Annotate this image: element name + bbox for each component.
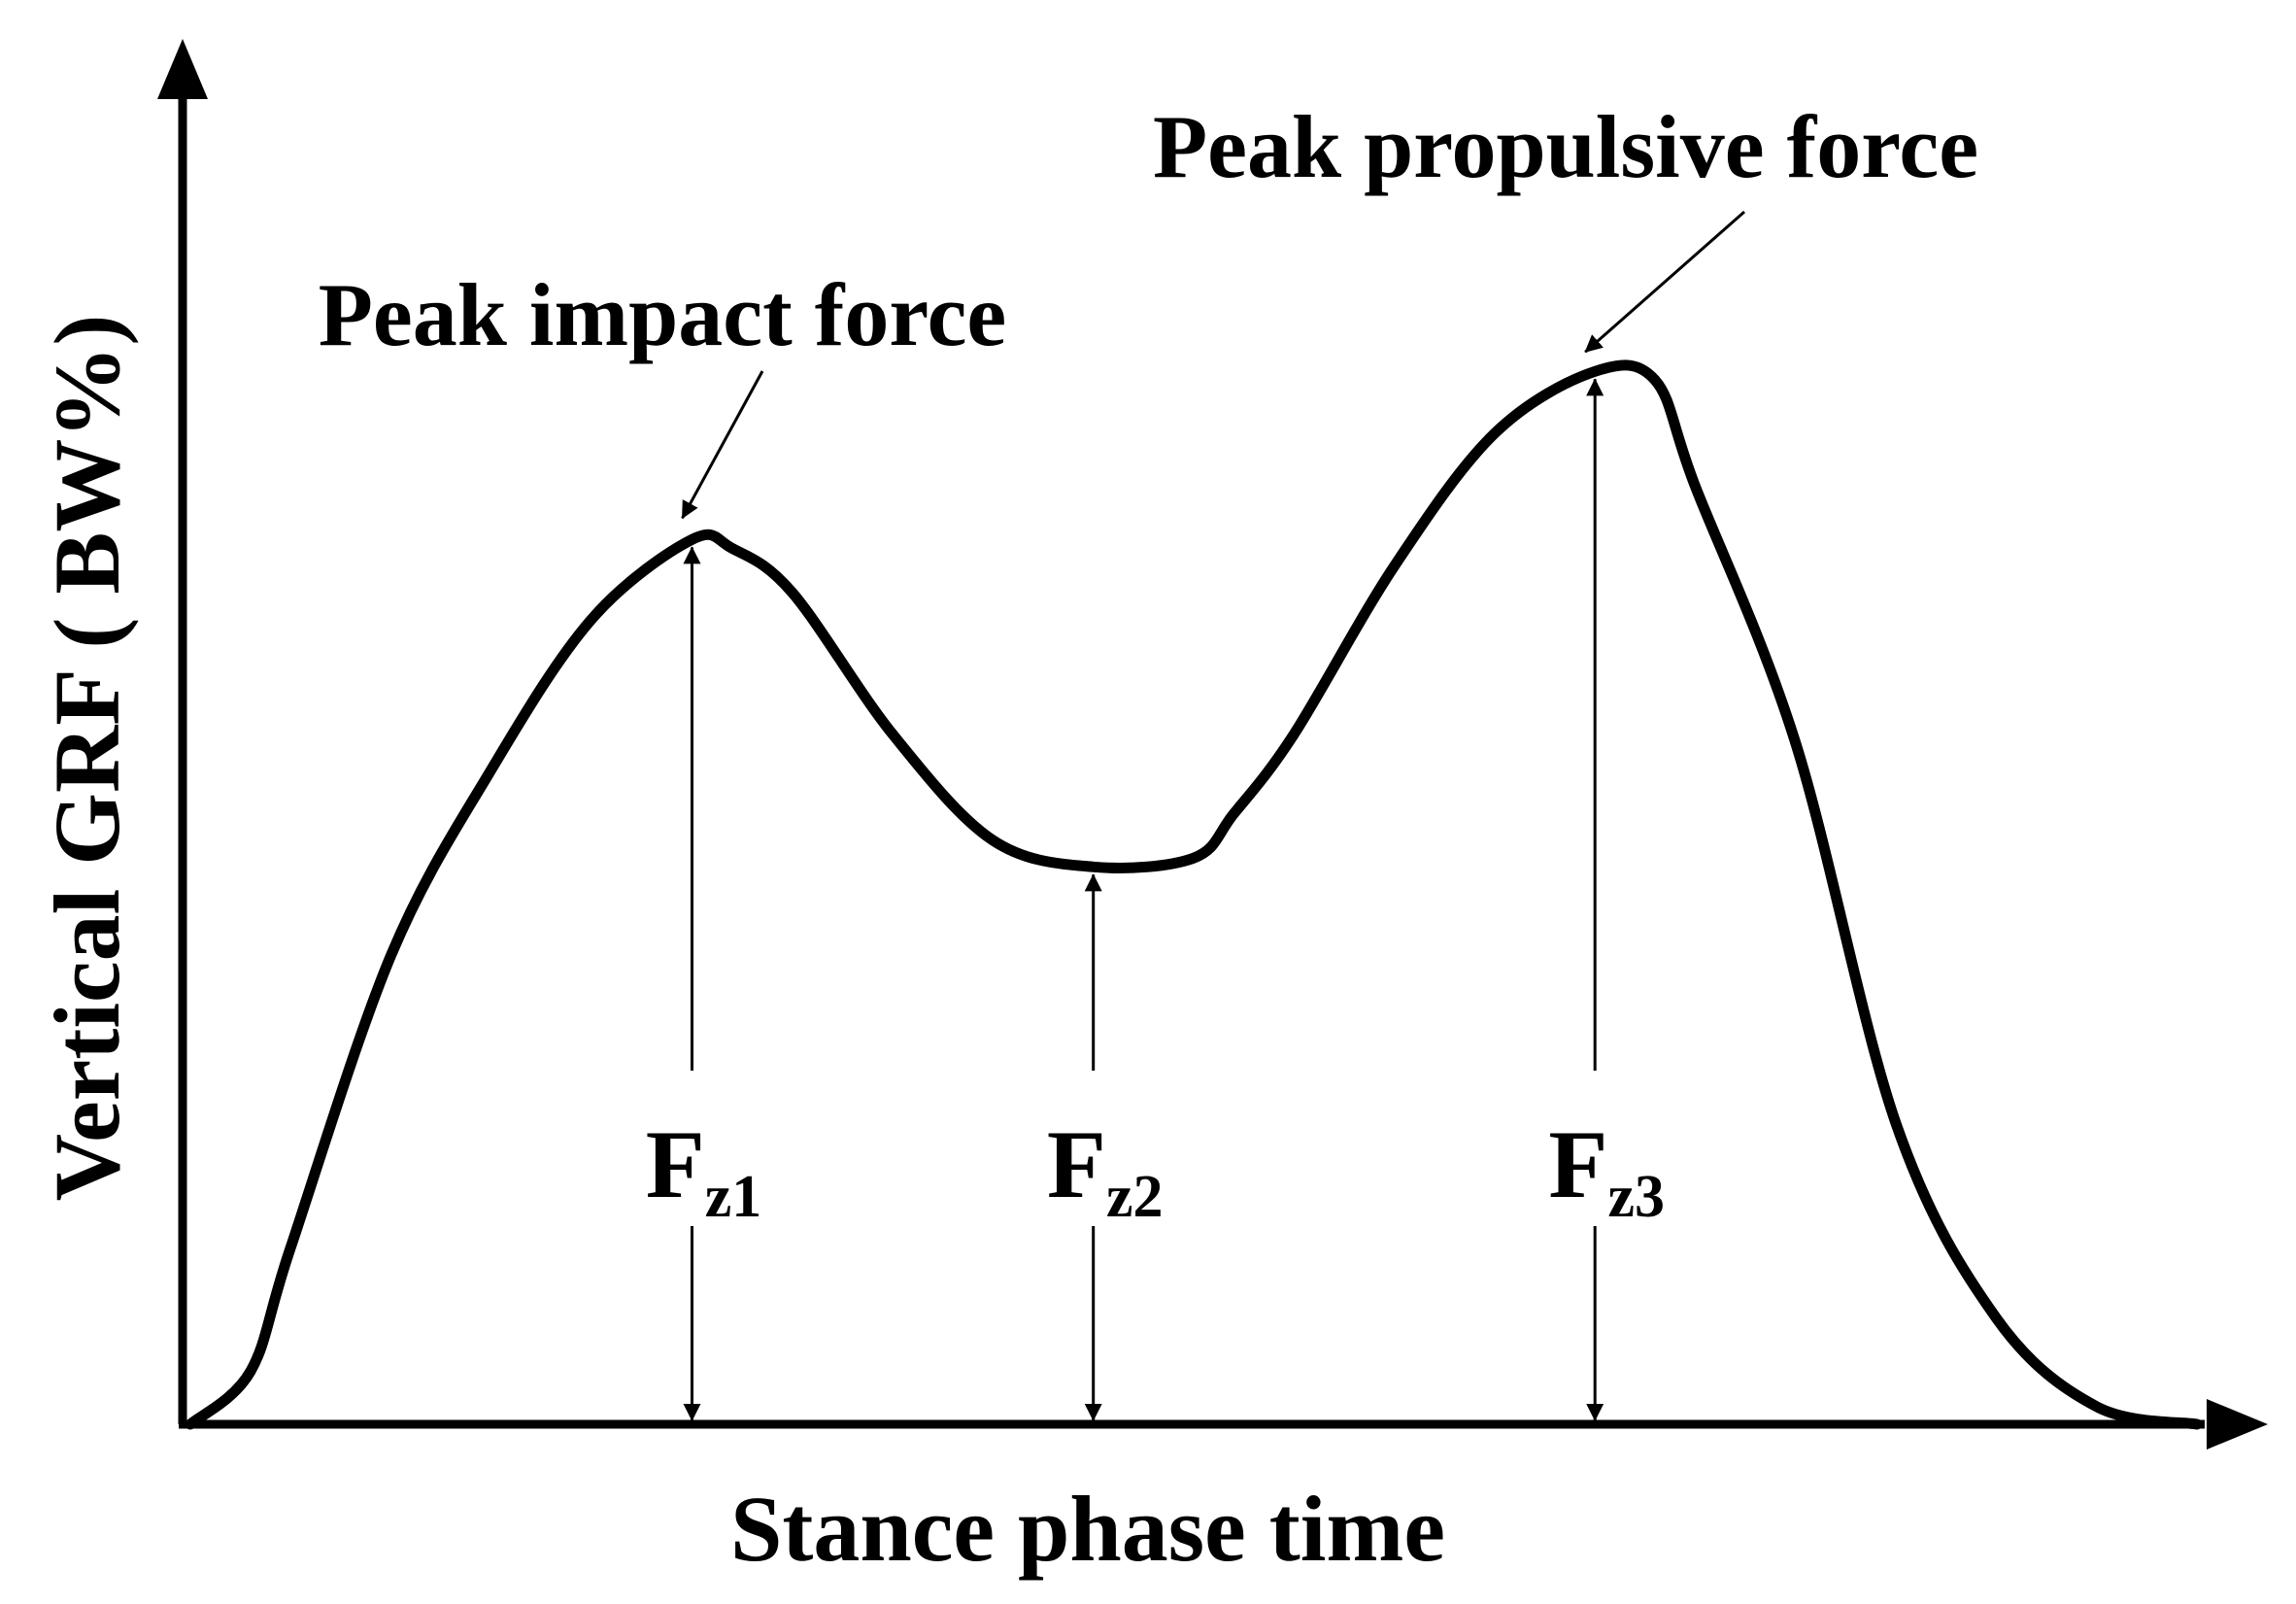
marker-label-fz3: Fz3 xyxy=(1548,1110,1665,1230)
marker-label-base: F xyxy=(1548,1110,1607,1218)
marker-label-fz1: Fz1 xyxy=(646,1110,762,1230)
annotation-fz1: Peak impact force xyxy=(319,265,1007,364)
x-axis-arrow xyxy=(2207,1399,2268,1450)
marker-label-fz2: Fz2 xyxy=(1047,1110,1164,1230)
marker-label-subscript: z1 xyxy=(705,1164,762,1230)
marker-label-subscript: z2 xyxy=(1106,1164,1164,1230)
marker-label-subscript: z3 xyxy=(1607,1164,1665,1230)
y-axis-title: Vertical GRF ( BW%) xyxy=(35,315,139,1202)
x-axis-title: Stance phase time xyxy=(730,1477,1445,1581)
marker-label-base: F xyxy=(1047,1110,1106,1218)
annotation-fz3: Peak propulsive force xyxy=(1153,97,1978,196)
force-markers: Fz1 Fz2 Fz3 xyxy=(646,378,1665,1421)
peak-annotations: Peak impact force Peak propulsive force xyxy=(319,97,1978,520)
marker-label-base: F xyxy=(646,1110,705,1218)
annotation-arrow-fz1 xyxy=(681,370,764,520)
annotation-arrow-fz3 xyxy=(1584,210,1745,354)
y-axis-arrow xyxy=(157,39,208,99)
grf-curve-line xyxy=(185,359,2203,1430)
